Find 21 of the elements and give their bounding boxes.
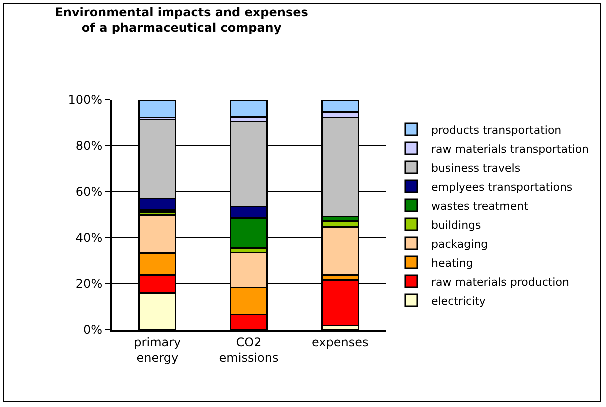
legend-label: raw materials transportation: [431, 142, 590, 156]
y-tick-label: 100%: [68, 93, 103, 108]
legend-label: buildings: [431, 218, 482, 232]
x-tick-label: expenses: [312, 335, 369, 350]
y-tick-label: 0%: [84, 323, 103, 338]
y-tick-label: 80%: [76, 139, 103, 154]
legend-label: emplyees transportations: [431, 180, 573, 194]
legend-label: products transportation: [431, 124, 562, 137]
legend-label: raw materials production: [431, 276, 570, 289]
legend-label: electricity: [431, 294, 486, 308]
legend-label: wastes treatment: [431, 200, 530, 213]
y-tick-label: 40%: [76, 231, 103, 246]
legend-label: heating: [431, 256, 474, 270]
x-tick-label: CO2 emissions: [219, 335, 279, 365]
chart-title: Environmental impacts and expenses of a pharmaceutical company: [55, 5, 308, 35]
y-tick-label: 20%: [76, 277, 103, 292]
x-tick-label: primary energy: [134, 335, 182, 365]
y-tick-label: 60%: [76, 185, 103, 200]
legend-label: business travels: [431, 162, 521, 175]
bar: [138, 100, 177, 119]
legend-label: packaging: [431, 238, 488, 251]
